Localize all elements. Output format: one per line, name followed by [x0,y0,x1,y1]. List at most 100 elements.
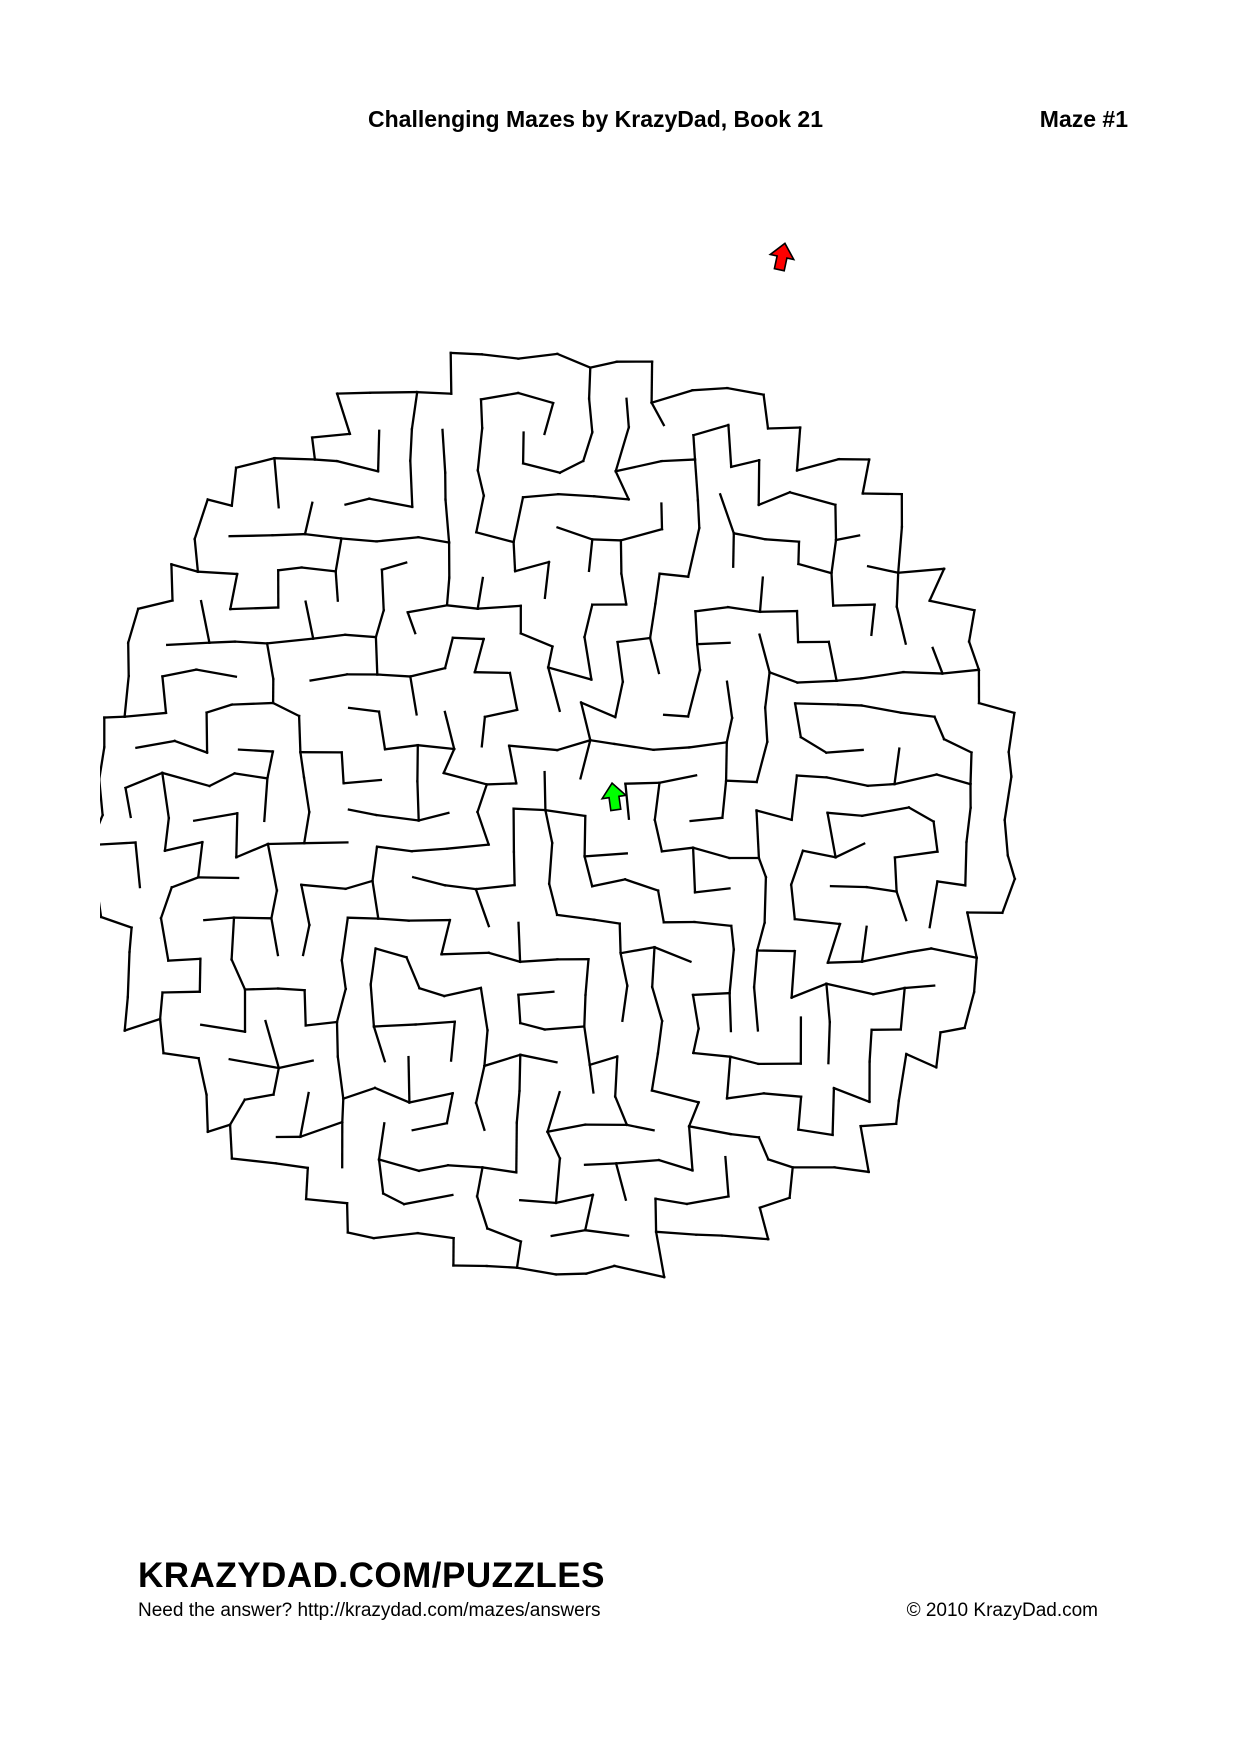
maze-wall-segment [265,642,275,681]
maze-wall-segment [859,1122,898,1128]
maze-wall-segment [657,1158,694,1172]
exit-arrow-icon [768,242,796,272]
maze-wall-segment [831,1086,836,1137]
maze-wall-segment [474,494,486,534]
maze-wall-segment [303,841,349,845]
maze-wall-segment [340,916,350,962]
maze-wall-segment [689,816,724,823]
maze-wall-segment [161,990,201,994]
maze-wall-segment [558,459,585,475]
maze-wall-segment [230,916,236,961]
maze-wall-segment [752,949,759,989]
maze-wall-segment [298,1120,344,1139]
maze-wall-segment [195,668,238,679]
maze-wall-segment [512,850,516,887]
maze-wall-segment [685,1195,730,1206]
maze-wall-segment [866,564,900,575]
maze-wall-segment [619,945,656,955]
maze-wall-segment [587,397,594,434]
maze-board[interactable] [100,230,1140,1340]
maze-wall-segment [167,957,202,962]
maze-wall-segment [688,741,729,749]
maze-wall-segment [273,457,317,461]
maze-wall-segment [474,1064,486,1105]
maze-wall-segment [199,1023,247,1034]
maze-wall-segment [161,668,198,678]
maze-wall-segment [826,811,837,859]
maze-wall-segment [757,490,792,507]
maze-wall-segment [512,540,517,573]
maze-wall-segment [895,890,908,922]
maze-wall-segment [205,1093,209,1133]
maze-wall-segment [547,841,554,886]
maze-wall-segment [583,852,629,858]
maze-wall-segment [377,1158,421,1173]
maze-wall-segment [795,774,828,779]
maze-wall-segment [757,459,761,507]
maze-wall-segment [1003,775,1013,822]
maze-wall-segment [313,458,339,463]
maze-wall-segment [729,1132,761,1139]
maze-wall-segment [693,458,700,502]
maze-wall-segment [965,806,972,844]
maze-wall-segment [762,393,770,430]
maze-wall-segment [335,987,348,1024]
maze-wall-segment [373,1086,411,1105]
maze-wall-segment [404,955,422,990]
maze-wall-segment [691,993,700,1030]
maze-wall-segment [228,1123,234,1160]
maze-wall-segment [544,808,554,845]
maze-wall-segment [264,1019,281,1070]
maze-wall-segment [368,390,419,394]
answer-link-text[interactable]: Need the answer? http://krazydad.com/maz… [138,1600,601,1621]
maze-wall-segment [243,987,280,991]
maze-wall-segment [654,1230,666,1279]
maze-wall-segment [967,640,981,672]
maze-wall-segment [658,773,698,785]
maze-wall-segment [832,603,876,607]
maze-wall-segment [893,856,898,893]
maze-wall-segment [371,879,380,920]
maze-wall-segment [726,605,762,614]
maze-wall-segment [1007,750,1013,778]
maze-wall-segment [720,1234,770,1241]
maze-wall-segment [899,711,936,718]
maze-wall-segment [160,771,171,820]
maze-wall-segment [445,576,451,607]
maze-wall-segment [136,599,174,611]
maze-wall-segment [619,527,664,542]
maze-wall-segment [445,843,490,850]
maze-wall-segment [766,426,802,430]
maze-wall-segment [233,772,269,780]
maze-wall-segment [487,951,522,964]
maze-wall-segment [724,779,758,784]
maze-wall-segment [442,747,456,775]
maze-wall-segment [165,641,211,647]
maze-number: Maze #1 [1039,106,1128,132]
maze-wall-segment [692,433,697,461]
maze-wall-segment [192,811,239,823]
maze-wall-segment [652,746,691,752]
maze-wall-segment [369,983,376,1028]
maze-wall-segment [613,1055,619,1098]
maze-wall-segment [515,1089,521,1124]
maze-wall-segment [583,1193,595,1232]
maze-wall-segment [417,811,450,822]
maze-wall-segment [521,431,525,465]
maze-wall-segment [304,1020,339,1027]
maze-wall-segment [443,710,456,751]
maze-wall-segment [752,986,760,1032]
maze-wall-segment [826,922,842,965]
maze-wall-segment [859,1124,871,1174]
maze-wall-segment [621,984,629,1023]
maze-wall-segment [694,605,730,613]
maze-wall-segment [654,572,661,605]
maze-wall-segment [755,740,769,784]
maze-wall-segment [407,918,452,922]
maze-wall-segment [228,1057,281,1070]
maze-wall-segment [616,636,652,644]
maze-wall-segment [584,1264,616,1276]
maze-wall-segment [230,1157,278,1165]
maze-wall-segment [347,808,378,817]
maze-wall-segment [868,1028,873,1063]
